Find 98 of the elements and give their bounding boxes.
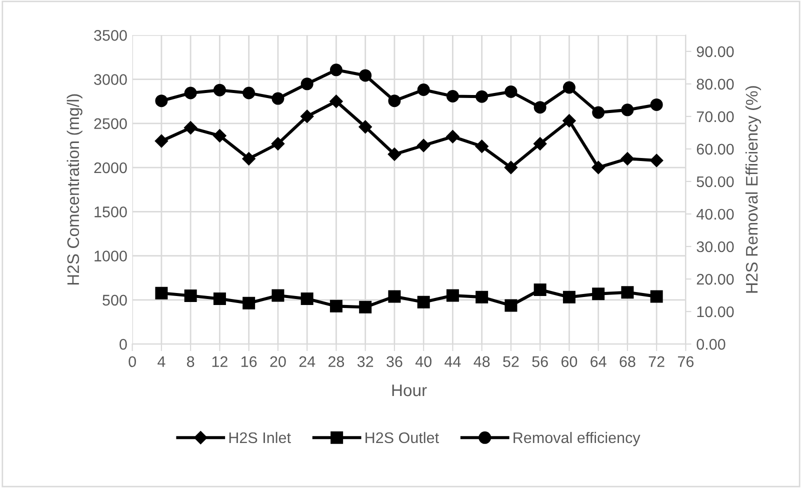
point bbox=[330, 300, 342, 312]
legend-label: H2S Outlet bbox=[366, 432, 439, 444]
point bbox=[184, 121, 198, 134]
y-tick-label: 3500 bbox=[94, 30, 127, 41]
x-tick-label: 60 bbox=[561, 356, 578, 368]
x-tick-label: 76 bbox=[678, 356, 694, 368]
point bbox=[534, 284, 546, 296]
x-tick-label: 24 bbox=[299, 356, 316, 367]
point bbox=[359, 300, 372, 314]
x-tick-label: 36 bbox=[386, 356, 402, 368]
point bbox=[242, 296, 256, 310]
y2-tick-label: 20.00 bbox=[696, 274, 734, 285]
x-tick-label: 72 bbox=[648, 356, 664, 367]
y2-tick-label: 0.00 bbox=[696, 338, 726, 350]
point bbox=[272, 92, 284, 105]
legend-label: Removal efficiency bbox=[514, 432, 640, 446]
point bbox=[592, 160, 605, 174]
x-tick-label: 12 bbox=[212, 356, 228, 367]
point bbox=[533, 137, 547, 150]
point bbox=[242, 86, 256, 100]
y2-tick-label: 60.00 bbox=[696, 144, 734, 155]
x-tick-label: 16 bbox=[242, 356, 257, 368]
point bbox=[213, 292, 226, 306]
y-tick-label: 2000 bbox=[94, 162, 127, 174]
y2-tick-label: 90.00 bbox=[696, 46, 734, 58]
point bbox=[300, 110, 314, 123]
x-tick-label: 52 bbox=[503, 356, 519, 368]
x-tick-label: 44 bbox=[444, 356, 461, 367]
point bbox=[476, 290, 488, 304]
y-tick-label: 3000 bbox=[94, 74, 127, 85]
point bbox=[388, 94, 401, 108]
y2-tick-label: 10.00 bbox=[697, 306, 734, 318]
point bbox=[213, 84, 226, 96]
y2-tick-label: 70.00 bbox=[696, 111, 734, 122]
x-tick-label: 28 bbox=[328, 356, 344, 368]
y2-axis-title: H2S Removal Efficiency (%) bbox=[745, 86, 761, 293]
point bbox=[592, 288, 605, 300]
point bbox=[562, 290, 576, 304]
point bbox=[504, 160, 518, 174]
y-axis-title: H2S Comcentration (mg/l) bbox=[66, 94, 82, 285]
point bbox=[388, 290, 401, 303]
x-tick-label: 8 bbox=[186, 356, 194, 368]
y-tick-label: 0 bbox=[120, 338, 127, 350]
point bbox=[271, 137, 285, 150]
point bbox=[621, 286, 634, 299]
point bbox=[300, 78, 314, 90]
point bbox=[446, 90, 459, 103]
y2-tick-label: 40.00 bbox=[696, 208, 734, 220]
point bbox=[650, 154, 664, 168]
point bbox=[534, 101, 546, 114]
point bbox=[562, 81, 576, 94]
point bbox=[300, 292, 314, 306]
point bbox=[213, 129, 226, 142]
point bbox=[358, 120, 372, 134]
point bbox=[504, 299, 518, 312]
y-tick-label: 2500 bbox=[94, 118, 127, 130]
point bbox=[476, 90, 488, 103]
x-tick-label: 68 bbox=[620, 356, 636, 368]
point bbox=[621, 104, 634, 116]
point bbox=[562, 114, 576, 128]
point bbox=[446, 289, 459, 302]
point bbox=[330, 64, 342, 76]
point bbox=[620, 152, 634, 166]
y-tick-label: 1000 bbox=[94, 250, 127, 262]
x-tick-label: 20 bbox=[270, 356, 286, 368]
point bbox=[504, 85, 518, 98]
y2-tick-label: 50.00 bbox=[696, 176, 734, 188]
y-tick-label: 1500 bbox=[94, 206, 127, 218]
point bbox=[650, 290, 663, 303]
x-tick-label: 48 bbox=[474, 356, 490, 368]
x-tick-label: 32 bbox=[357, 356, 374, 368]
point bbox=[272, 289, 284, 302]
point bbox=[475, 140, 488, 153]
point bbox=[592, 106, 605, 119]
y2-tick-label: 30.00 bbox=[696, 241, 734, 252]
point bbox=[446, 130, 460, 144]
point bbox=[388, 148, 402, 161]
x-axis-title: Hour bbox=[392, 384, 427, 396]
point bbox=[417, 296, 430, 308]
point bbox=[416, 138, 430, 152]
point bbox=[330, 94, 343, 108]
point bbox=[650, 98, 663, 111]
point bbox=[417, 84, 430, 96]
point bbox=[242, 152, 256, 166]
point bbox=[184, 86, 197, 100]
x-tick-label: 40 bbox=[415, 356, 432, 368]
point bbox=[154, 134, 168, 148]
y2-tick-label: 80.00 bbox=[696, 78, 734, 90]
point bbox=[184, 290, 197, 302]
x-tick-label: 56 bbox=[532, 356, 548, 368]
x-tick-label: 4 bbox=[158, 356, 166, 367]
x-tick-label: 0 bbox=[128, 356, 136, 368]
y-tick-label: 500 bbox=[102, 294, 127, 306]
point bbox=[359, 69, 372, 82]
x-tick-label: 64 bbox=[590, 356, 606, 368]
point bbox=[155, 94, 168, 108]
legend-label: H2S Inlet bbox=[229, 432, 291, 444]
point bbox=[155, 286, 168, 300]
